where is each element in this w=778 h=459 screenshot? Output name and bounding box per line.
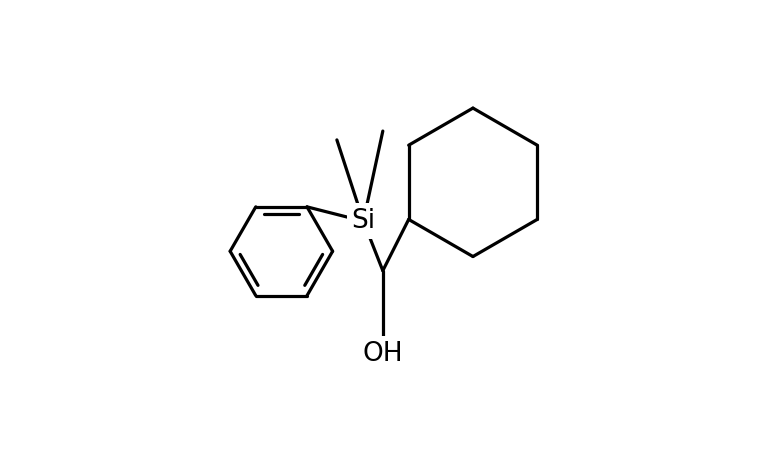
Text: OH: OH <box>363 341 403 367</box>
Text: Si: Si <box>352 208 376 234</box>
